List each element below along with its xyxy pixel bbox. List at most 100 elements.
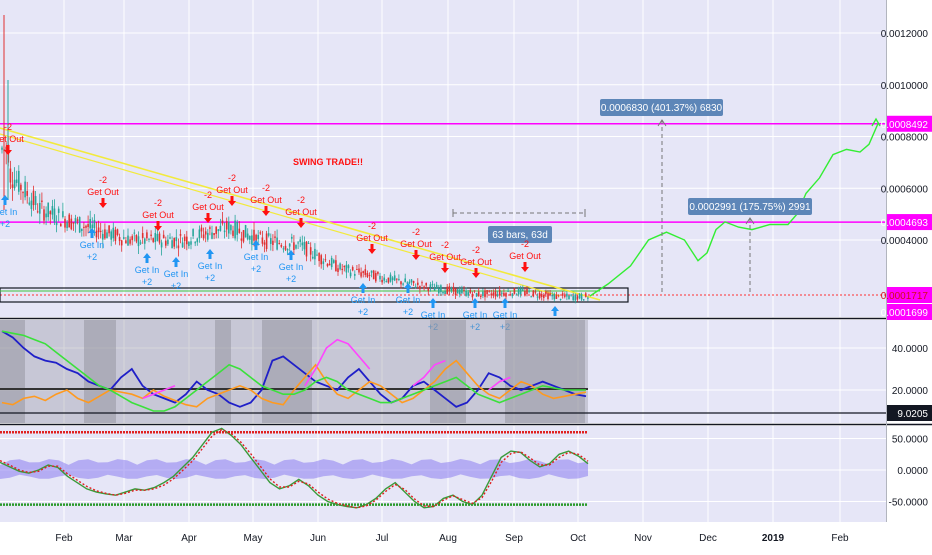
middle-series-orange: [1, 359, 587, 408]
sell-signal-count: -2: [472, 245, 480, 255]
sell-signal-label: Get Out: [429, 252, 461, 262]
measure-label-middle: 0.0002991 (175.75%) 2991: [689, 202, 811, 213]
candle-body: [270, 238, 272, 244]
candle-body: [486, 290, 488, 295]
candle-body: [11, 184, 14, 188]
candle-body: [99, 230, 102, 232]
candle-body: [580, 294, 583, 300]
candle-body: [572, 296, 574, 301]
sell-signal-label: Get Out: [87, 187, 119, 197]
sell-arrow-icon: [228, 196, 236, 206]
candle-body: [522, 289, 524, 291]
candle-body: [360, 272, 362, 277]
candle-body: [57, 208, 60, 213]
candle-body: [320, 255, 322, 265]
candle-body: [524, 291, 526, 295]
price-label-middle-box: [887, 214, 932, 231]
candle-body: [280, 245, 283, 247]
candle-body: [475, 293, 478, 297]
candle-body: [366, 273, 369, 278]
candle-body: [358, 268, 360, 273]
candle-body: [389, 274, 392, 282]
candle-body: [435, 284, 438, 289]
price-pane-background: [0, 0, 886, 317]
candle-body: [299, 239, 301, 242]
middle-marker-label-box: [887, 405, 932, 421]
candle-body: [463, 289, 465, 291]
candle-body: [291, 236, 293, 239]
sell-signal-label: Get Out: [400, 239, 432, 249]
candle-body: [60, 223, 62, 227]
measure-label-upper-box: [600, 99, 723, 116]
candle-body: [169, 237, 171, 239]
candle-body: [26, 191, 28, 196]
buy-signal-label: Get In: [279, 262, 304, 272]
candle-body: [307, 242, 310, 244]
candle-body: [498, 289, 501, 296]
candle-body: [377, 271, 379, 274]
candle-body: [150, 234, 152, 236]
sell-signal-label: Get Out: [192, 202, 224, 212]
candle-body: [146, 232, 148, 239]
price-axis-tick: 0.0008000: [881, 133, 929, 144]
candle-body: [32, 190, 35, 206]
candle-body: [240, 238, 243, 241]
candle-body: [480, 295, 482, 297]
candle-body: [553, 293, 556, 300]
candle-body: [106, 232, 108, 239]
lower-axis-tick: 50.0000: [892, 435, 929, 446]
candle-body: [110, 231, 112, 240]
candle-body: [263, 242, 266, 245]
candle-body: [286, 248, 289, 251]
sell-signal-label: Get Out: [142, 210, 174, 220]
candle-body: [330, 257, 333, 268]
projection-arrowhead: [871, 117, 881, 127]
candle-body: [108, 225, 110, 234]
candle-body: [78, 217, 81, 233]
candle-body: [482, 291, 484, 296]
price-axis-tick: 0.0010000: [881, 81, 929, 92]
candle-body: [261, 237, 264, 244]
candle-body: [131, 236, 133, 241]
sell-arrow-icon: [99, 198, 107, 208]
candle-body: [429, 284, 432, 288]
sell-arrow-icon: [297, 218, 305, 228]
yellow-trendline: [0, 133, 561, 297]
sell-signal-label: Get Out: [460, 257, 492, 267]
candle-body: [129, 239, 131, 244]
candle-body: [328, 263, 331, 266]
candle-body: [95, 230, 98, 238]
sell-signal-count: -2: [4, 122, 12, 132]
buy-signal-label: Get In: [198, 261, 223, 271]
buy-signal-label: Get In: [351, 295, 376, 305]
candle-body: [267, 233, 270, 236]
time-axis-tick: Sep: [505, 533, 523, 544]
candle-body: [532, 290, 535, 297]
candle-body: [391, 277, 394, 281]
candle-body: [47, 202, 49, 218]
candle-body: [64, 218, 66, 228]
sell-signal-count: -2: [368, 221, 376, 231]
candle-body: [492, 292, 495, 296]
candle-body: [335, 260, 337, 272]
sell-signal-count: -2: [262, 183, 270, 193]
buy-signal-count: +2: [142, 277, 152, 287]
candle-body: [517, 288, 520, 295]
candle-body: [396, 278, 398, 280]
candle-body: [530, 296, 532, 298]
candle-body: [102, 233, 104, 240]
sell-signal-label: Get Out: [509, 251, 541, 261]
candle-body: [526, 289, 528, 295]
candle-body: [238, 228, 241, 233]
candle-body: [5, 146, 7, 153]
time-axis-tick: Jul: [376, 533, 389, 544]
candle-body: [515, 294, 518, 296]
candle-body: [49, 211, 52, 215]
time-axis-tick: 2019: [762, 533, 785, 544]
candle-body: [406, 282, 409, 284]
candle-body: [41, 200, 43, 202]
candle-body: [438, 288, 440, 294]
time-axis-background: [0, 522, 886, 550]
candle-body: [70, 218, 73, 230]
